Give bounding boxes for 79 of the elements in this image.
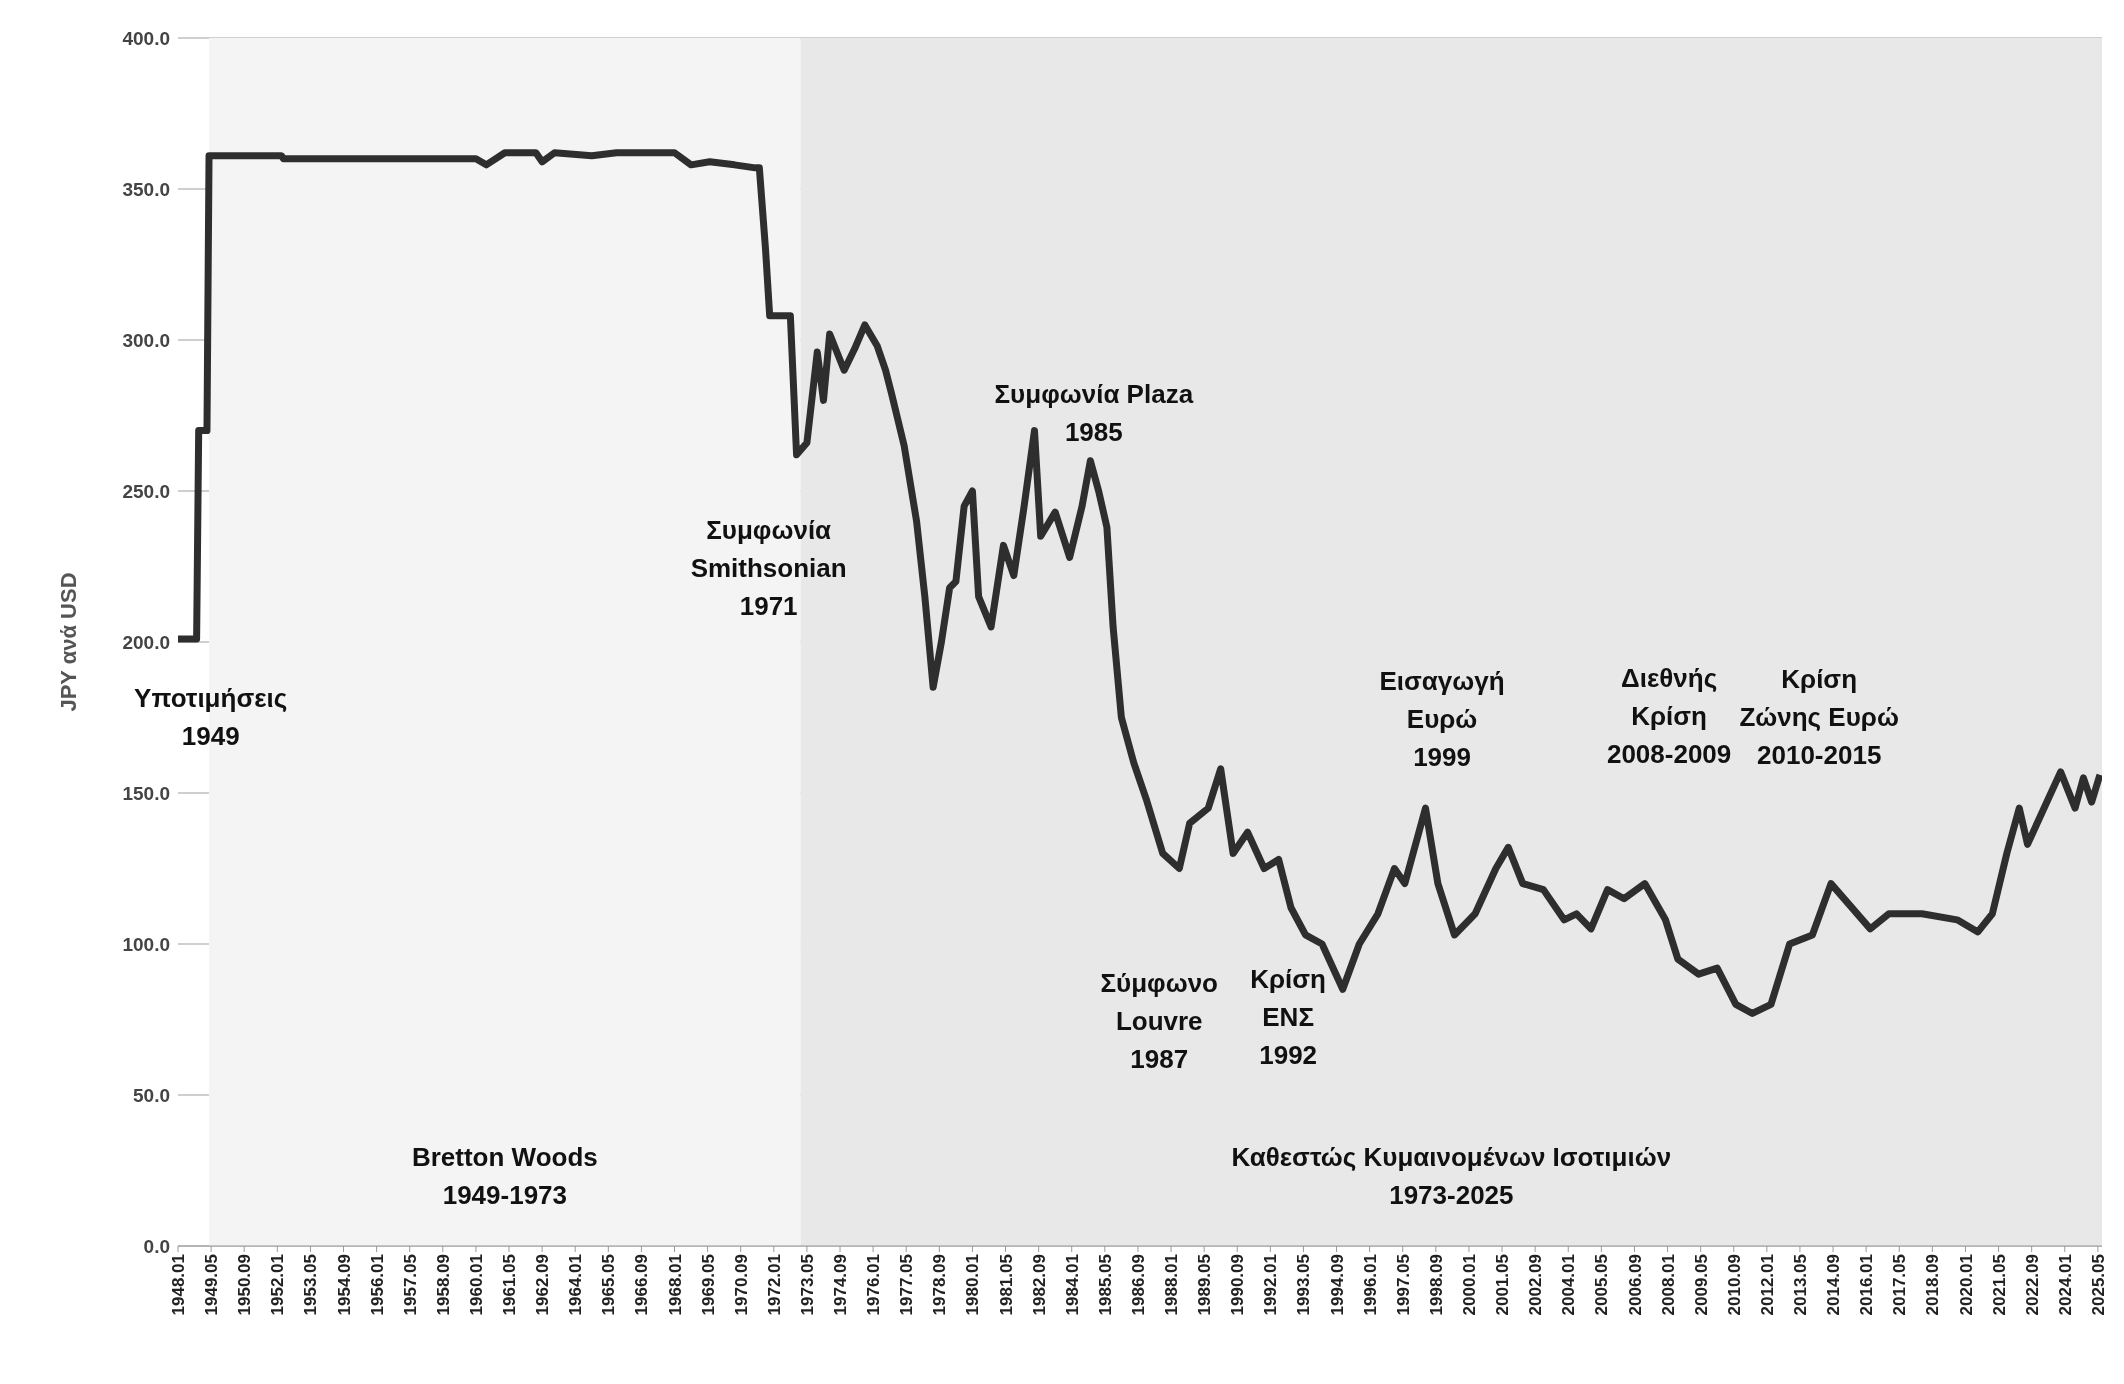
x-tick-label: 1985.05 (1095, 1254, 1115, 1316)
band-label: Καθεστώς Κυμαινομένων Ισοτιμιών 1973-2025 (1231, 1142, 1672, 1210)
x-tick-label: 2017.05 (1890, 1254, 1910, 1316)
x-tick-label: 2002.09 (1526, 1254, 1546, 1316)
x-tick-label: 1977.05 (897, 1254, 917, 1316)
x-tick-label: 1992.01 (1261, 1254, 1281, 1316)
x-tick-label: 1978.09 (930, 1254, 950, 1316)
band-label: Bretton Woods 1949-1973 (411, 1142, 598, 1210)
x-tick-label: 1980.01 (963, 1254, 983, 1316)
x-tick-label: 1961.05 (500, 1254, 520, 1316)
x-tick-label: 1968.01 (665, 1254, 685, 1316)
x-tick-label: 1998.09 (1426, 1254, 1446, 1316)
x-tick-label: 1950.09 (235, 1254, 255, 1316)
x-tick-label: 1986.09 (1129, 1254, 1148, 1316)
x-tick-label: 1989.05 (1195, 1254, 1215, 1316)
x-tick-label: 1990.09 (1228, 1254, 1248, 1316)
x-tick-label: 2009.05 (1691, 1254, 1711, 1316)
annotation: Εισαγωγή Ευρώ 1999 (1379, 665, 1505, 772)
x-tick-label: 2016.01 (1857, 1254, 1877, 1316)
x-tick-label: 2018.09 (1923, 1254, 1943, 1316)
x-tick-label: 2012.01 (1757, 1254, 1777, 1316)
annotation: Σύμφωνο Louvre 1987 (1100, 967, 1218, 1074)
x-tick-label: 2005.05 (1592, 1254, 1612, 1316)
x-tick-label: 2013.05 (1791, 1254, 1811, 1316)
y-tick-label: 150.0 (122, 782, 170, 804)
x-tick-label: 1960.01 (466, 1254, 486, 1316)
x-tick-label: 2006.09 (1625, 1254, 1645, 1316)
y-tick-label: 250.0 (122, 480, 170, 502)
y-axis-title: JPY ανά USD (55, 572, 81, 712)
annotation: Κρίση Ζώνης Ευρώ 2010-2015 (1739, 664, 1899, 771)
x-tick-label: 1997.05 (1393, 1254, 1413, 1316)
x-tick-label: 2020.01 (1956, 1254, 1976, 1316)
x-tick-label: 2000.01 (1460, 1254, 1480, 1316)
x-tick-label: 1965.05 (599, 1254, 619, 1316)
x-tick-label: 1974.09 (831, 1254, 851, 1316)
x-tick-label: 2001.05 (1493, 1254, 1513, 1316)
x-tick-label: 1981.05 (996, 1254, 1016, 1316)
x-tick-label: 2025.05 (2088, 1254, 2108, 1316)
x-tick-label: 2014.09 (1824, 1254, 1844, 1316)
annotation: Υποτιμήσεις 1949 (134, 682, 288, 751)
y-tick-label: 100.0 (122, 933, 170, 955)
x-tick-label: 2022.09 (2022, 1254, 2042, 1316)
x-tick-label: 1958.09 (433, 1254, 453, 1316)
x-tick-label: 1988.01 (1162, 1254, 1182, 1316)
x-tick-label: 1972.01 (764, 1254, 784, 1316)
annotation: Διεθνής Κρίση 2008-2009 (1606, 663, 1732, 770)
y-tick-label: 300.0 (122, 329, 170, 351)
x-tick-label: 1949.05 (202, 1254, 222, 1316)
x-tick-label: 2021.05 (1989, 1254, 2009, 1316)
y-tick-label: 200.0 (122, 631, 170, 653)
x-tick-label: 1948.01 (169, 1254, 189, 1316)
x-tick-label: 1996.01 (1360, 1254, 1380, 1316)
x-tick-label: 1969.05 (698, 1254, 718, 1316)
annotation: Συμφωνία Plaza 1985 (994, 379, 1194, 448)
x-tick-label: 1973.05 (797, 1254, 817, 1316)
x-tick-label: 1976.01 (864, 1254, 884, 1316)
x-tick-label: 2004.01 (1559, 1254, 1579, 1316)
x-tick-label: 1953.05 (301, 1254, 321, 1316)
x-tick-label: 2010.09 (1724, 1254, 1744, 1316)
annotation: Κρίση ΕΝΣ 1992 (1250, 964, 1327, 1071)
x-tick-label: 1954.09 (334, 1254, 354, 1316)
x-tick-label: 2008.01 (1658, 1254, 1678, 1316)
y-tick-label: 50.0 (133, 1084, 170, 1106)
x-tick-label: 1982.09 (1029, 1254, 1049, 1316)
x-tick-label: 1984.01 (1062, 1254, 1082, 1316)
annotation: Συμφωνία Smithsonian 1971 (690, 514, 847, 621)
x-tick-label: 1962.09 (533, 1254, 553, 1316)
y-tick-label: 400.0 (122, 27, 170, 49)
x-tick-label: 1957.05 (400, 1254, 420, 1316)
x-tick-label: 1966.09 (632, 1254, 652, 1316)
x-tick-label: 1970.09 (731, 1254, 751, 1316)
x-tick-label: 2024.01 (2055, 1254, 2075, 1316)
y-tick-label: 0.0 (143, 1235, 170, 1257)
x-tick-label: 1993.05 (1294, 1254, 1314, 1316)
y-tick-label: 350.0 (122, 178, 170, 200)
x-tick-label: 1994.09 (1327, 1254, 1347, 1316)
x-tick-label: 1964.01 (566, 1254, 586, 1316)
x-tick-label: 1952.01 (268, 1254, 288, 1316)
x-tick-label: 1956.01 (367, 1254, 387, 1316)
